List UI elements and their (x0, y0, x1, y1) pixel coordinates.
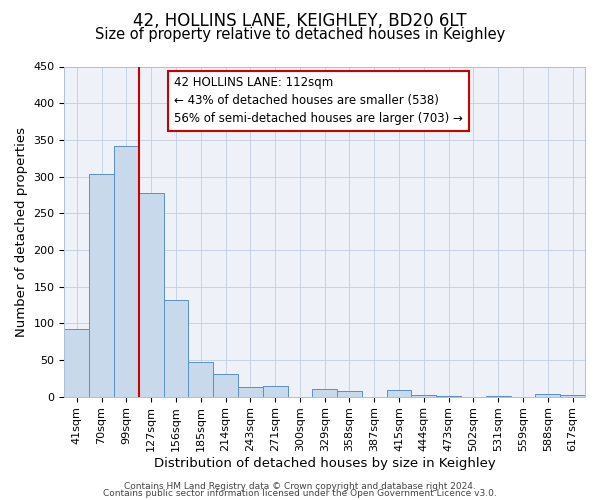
Bar (386, 390, 412, 396)
Bar (238, 387, 263, 396)
Bar (337, 392, 362, 396)
Bar (164, 300, 188, 396)
X-axis label: Distribution of detached houses by size in Keighley: Distribution of detached houses by size … (154, 457, 496, 470)
Y-axis label: Number of detached properties: Number of detached properties (15, 126, 28, 336)
Bar (263, 386, 287, 396)
Bar (114, 146, 139, 396)
Bar (139, 192, 164, 396)
Bar (188, 362, 213, 396)
Text: Contains public sector information licensed under the Open Government Licence v3: Contains public sector information licen… (103, 490, 497, 498)
Bar (64, 329, 89, 396)
Bar (89, 174, 114, 396)
Text: 42 HOLLINS LANE: 112sqm
← 43% of detached houses are smaller (538)
56% of semi-d: 42 HOLLINS LANE: 112sqm ← 43% of detache… (174, 76, 463, 126)
Text: Size of property relative to detached houses in Keighley: Size of property relative to detached ho… (95, 28, 505, 42)
Text: 42, HOLLINS LANE, KEIGHLEY, BD20 6LT: 42, HOLLINS LANE, KEIGHLEY, BD20 6LT (133, 12, 467, 30)
Bar (412, 395, 436, 396)
Text: Contains HM Land Registry data © Crown copyright and database right 2024.: Contains HM Land Registry data © Crown c… (124, 482, 476, 491)
Bar (535, 394, 560, 396)
Bar (213, 374, 238, 396)
Bar (560, 395, 585, 396)
Bar (313, 388, 337, 396)
